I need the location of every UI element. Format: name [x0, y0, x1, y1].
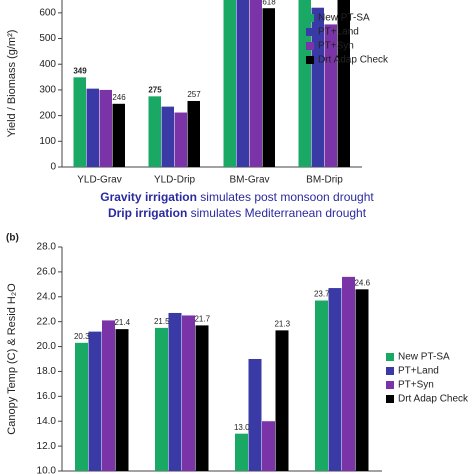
bar	[187, 100, 200, 167]
annotation: Drip irrigation simulates Mediterranean …	[108, 206, 367, 220]
data-label: 275	[148, 85, 162, 94]
data-label: 349	[73, 66, 87, 75]
annotation-text: simulates Mediterranean drought	[191, 206, 367, 220]
bar	[102, 320, 115, 471]
bar	[73, 77, 86, 167]
legend-swatch	[306, 42, 314, 50]
bar	[236, 0, 249, 168]
bar	[174, 112, 187, 167]
legend-label: Drt Adap Check	[398, 394, 469, 405]
x-tick-label: BM-Drip	[306, 175, 343, 186]
bar	[275, 330, 289, 471]
bar	[315, 300, 328, 471]
annotation: Gravity irrigation simulates post monsoo…	[100, 190, 374, 204]
data-label: 21.3	[274, 319, 290, 328]
data-label: 618	[262, 0, 276, 6]
data-label: 13.0	[234, 423, 250, 432]
y-tick-label: 300	[39, 85, 56, 96]
panel-label: (b)	[6, 233, 19, 244]
legend-swatch	[386, 353, 394, 361]
y-tick-label: 200	[39, 110, 56, 121]
annotation-bold: Gravity irrigation	[100, 190, 197, 204]
bar	[262, 8, 275, 167]
y-tick-label: 0	[50, 162, 56, 173]
bar	[262, 421, 275, 471]
y-tick-label: 28.0	[37, 242, 57, 253]
data-label: 23.7	[314, 290, 330, 299]
legend-swatch	[306, 56, 314, 64]
data-label: 257	[187, 90, 201, 99]
bar	[86, 88, 99, 167]
bar	[75, 342, 88, 471]
bar	[161, 106, 174, 167]
legend-swatch	[386, 367, 394, 375]
bar	[355, 289, 369, 471]
data-label: 21.7	[194, 315, 210, 324]
bar	[88, 331, 102, 471]
bar	[195, 325, 209, 471]
legend-swatch	[386, 395, 394, 403]
legend-swatch	[306, 28, 314, 36]
data-label: 21.5	[154, 317, 170, 326]
data-label: 24.6	[354, 278, 370, 287]
y-axis-label: Yield / Biomass (g/m²)	[6, 30, 18, 138]
y-tick-label: 22.0	[37, 316, 57, 327]
legend-label: PT+Syn	[398, 380, 434, 391]
bar	[223, 0, 236, 168]
bars	[73, 0, 350, 168]
y-axis-label: Canopy Temp (C) & Resid H₂O	[6, 283, 18, 435]
bar	[249, 0, 262, 167]
bar	[112, 103, 125, 167]
legend-label: PT+Land	[318, 27, 359, 38]
legend-label: PT+Land	[398, 366, 439, 377]
y-tick-label: 14.0	[37, 416, 57, 427]
y-tick-label: 600	[39, 7, 56, 18]
y-tick-label: 16.0	[37, 391, 57, 402]
data-label: 246	[112, 93, 126, 102]
y-tick-label: 100	[39, 136, 56, 147]
y-tick-label: 18.0	[37, 366, 57, 377]
bars	[75, 276, 369, 471]
x-tick-label: YLD-Grav	[77, 175, 121, 186]
bar	[182, 315, 195, 471]
legend-label: Drt Adap Check	[318, 55, 389, 66]
x-tick-label: BM-Grav	[230, 175, 270, 186]
y-tick-label: 400	[39, 59, 56, 70]
legend-swatch	[306, 14, 314, 22]
x-tick-label: YLD-Drip	[154, 175, 196, 186]
legend-label: PT+Syn	[318, 41, 354, 52]
y-tick-label: 24.0	[37, 291, 57, 302]
bar	[298, 0, 311, 168]
annotation-bold: Drip irrigation	[108, 206, 187, 220]
bar	[248, 359, 262, 471]
y-tick-label: 26.0	[37, 267, 57, 278]
bar	[115, 329, 129, 471]
bar	[342, 276, 355, 471]
bar	[324, 24, 337, 168]
data-label: 21.4	[114, 318, 130, 327]
legend-swatch	[386, 381, 394, 389]
bar	[168, 312, 182, 471]
y-tick-label: 10.0	[37, 466, 57, 474]
y-tick-label: 20.0	[37, 341, 57, 352]
bar	[337, 0, 350, 168]
y-tick-label: 12.0	[37, 441, 57, 452]
annotation-text: simulates post monsoon drought	[200, 190, 374, 204]
bar	[328, 288, 342, 471]
bar	[155, 327, 168, 471]
bar	[148, 96, 161, 167]
bar	[311, 7, 324, 168]
y-tick-label: 500	[39, 33, 56, 44]
bar	[235, 433, 248, 471]
legend-label: New PT-SA	[398, 352, 450, 363]
bar	[99, 89, 112, 167]
data-label: 20.3	[74, 332, 90, 341]
legend-label: New PT-SA	[318, 13, 370, 24]
